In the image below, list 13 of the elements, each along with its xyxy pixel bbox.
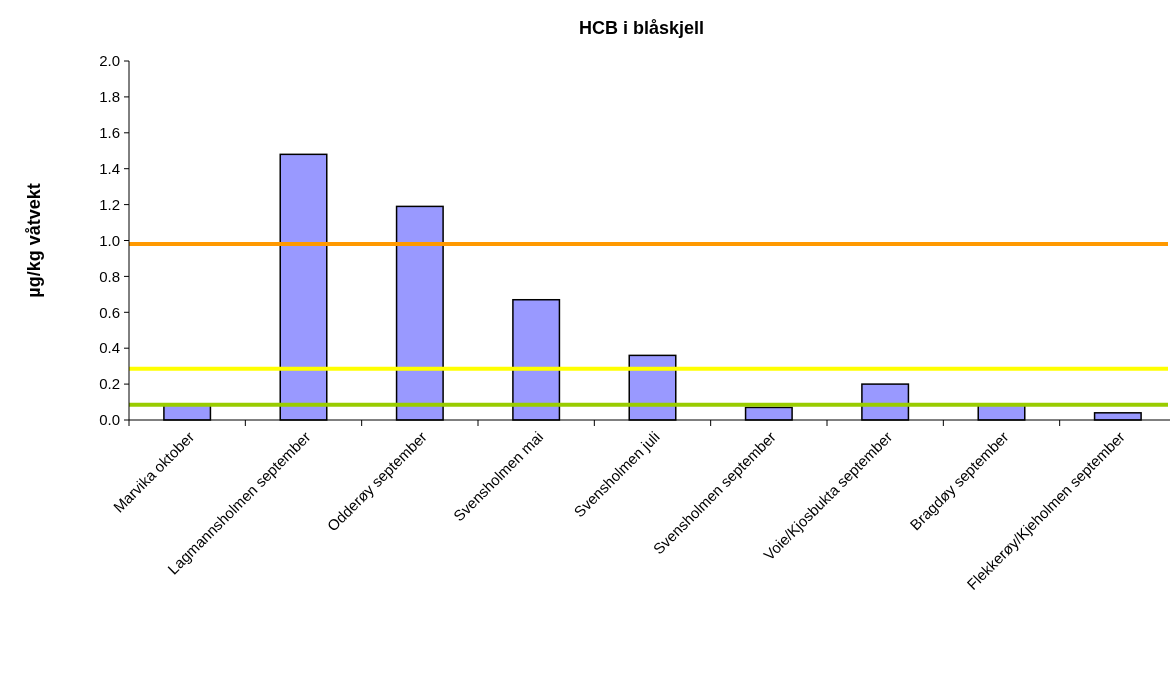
y-tick-label: 0.8	[99, 267, 120, 285]
chart-title: HCB i blåskjell	[578, 18, 705, 38]
y-tick-label: 0.2	[99, 375, 120, 393]
y-tick-label: 0.4	[99, 339, 120, 357]
y-axis-title: µg/kg våtvekt	[24, 183, 44, 298]
y-tick-label: 1.6	[99, 124, 120, 142]
y-tick-label: 0.0	[99, 411, 120, 429]
y-tick-label: 0.6	[99, 303, 120, 321]
y-tick-label: 1.2	[99, 195, 120, 213]
y-tick-label: 1.0	[99, 231, 120, 249]
y-tick-label: 1.4	[99, 159, 120, 177]
y-tick-label: 1.8	[99, 88, 120, 106]
y-tick-label: 2.0	[99, 52, 120, 70]
